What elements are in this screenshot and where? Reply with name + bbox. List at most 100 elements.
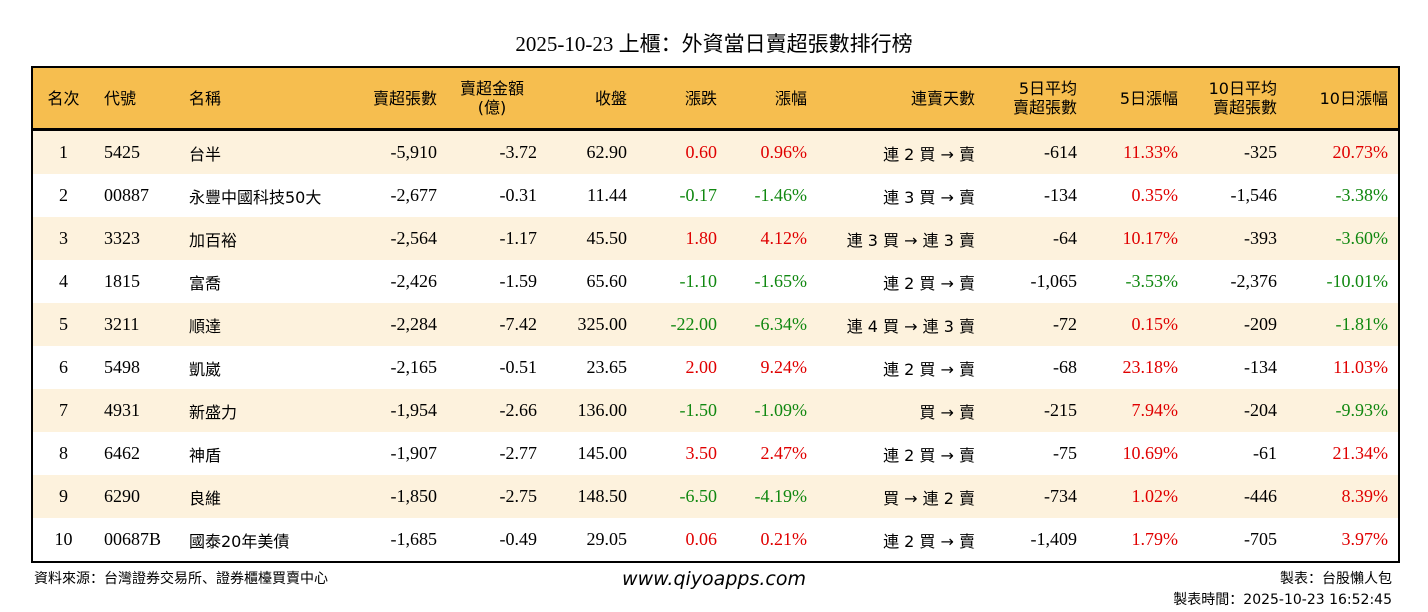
cell-streak: 連 2 買 → 賣: [883, 445, 975, 465]
table-row: 4 1815 富喬 -2,426 -1.59 65.60 -1.10 -1.65% 連 2 買 …: [32, 260, 1399, 303]
cell-change-pct: 0.21%: [760, 529, 808, 549]
cell-close: 29.05: [586, 529, 628, 549]
cell-net-sell-amount: -7.42: [447, 303, 547, 346]
cell-avg10-volume: -705: [1244, 529, 1277, 549]
cell-change: -0.17: [679, 185, 718, 205]
cell-rank: 5: [32, 303, 94, 346]
cell-net-sell-amount: -2.77: [499, 443, 538, 463]
cell-code: 5498: [104, 357, 140, 377]
cell-change: -22.00: [637, 303, 727, 346]
header-close: 收盤: [547, 67, 637, 131]
cell-pct10: 21.34%: [1332, 443, 1389, 463]
cell-net-sell-amount: -2.75: [447, 475, 547, 518]
cell-name: 凱崴: [189, 359, 222, 379]
header-change: 漲跌: [637, 67, 727, 131]
cell-change-pct: -1.46%: [754, 185, 808, 205]
ranking-table: 名次 代號 名稱 賣超張數 賣超金額 (億) 收盤 漲跌 漲幅 連賣天數 5日平均 賣超張數 5日漲…: [31, 66, 1400, 563]
data-source: 資料來源：台灣證券交易所、證券櫃檯買賣中心: [34, 571, 328, 587]
cell-avg5-volume: -72: [985, 303, 1087, 346]
cell-rank: 7: [32, 389, 94, 432]
cell-net-sell-volume: -2,284: [349, 303, 447, 346]
cell-rank: 9: [32, 475, 94, 518]
table-row: 10 00687B 國泰20年美債 -1,685 -0.49 29.05 0.06 0.21%…: [32, 518, 1399, 562]
cell-code: 6290: [94, 475, 179, 518]
table-row: 2 00887 永豐中國科技50大 -2,677 -0.31 11.44 -0.17 -1.4…: [32, 174, 1399, 217]
cell-rank: 10: [54, 529, 73, 549]
cell-net-sell-amount: -1.59: [499, 271, 538, 291]
cell-pct5: 7.94%: [1087, 389, 1188, 432]
cell-code: 3323: [94, 217, 179, 260]
cell-name: 國泰20年美債: [189, 531, 290, 551]
cell-avg10-volume: -393: [1188, 217, 1287, 260]
cell-pct10: 11.03%: [1333, 357, 1388, 377]
cell-name: 永豐中國科技50大: [189, 187, 322, 207]
cell-pct10: -9.93%: [1287, 389, 1399, 432]
cell-change: -1.10: [679, 271, 718, 291]
cell-code: 00887: [104, 185, 149, 205]
cell-pct5: 10.17%: [1087, 217, 1188, 260]
cell-change-pct: -1.09%: [727, 389, 817, 432]
cell-net-sell-volume: -1,685: [390, 529, 438, 549]
cell-change: 2.00: [685, 357, 718, 377]
table-row: 1 5425 台半 -5,910 -3.72 62.90 0.60 0.96% 連 2 買 → …: [32, 129, 1399, 174]
cell-pct10: 20.73%: [1287, 129, 1399, 174]
header-pct10: 10日漲幅: [1287, 67, 1399, 131]
cell-pct5: 1.79%: [1131, 529, 1179, 549]
header-code: 代號: [94, 67, 179, 131]
cell-code: 5425: [94, 129, 179, 174]
cell-pct5: -3.53%: [1125, 271, 1179, 291]
cell-rank: 8: [59, 443, 68, 463]
cell-close: 148.50: [547, 475, 637, 518]
cell-pct5: 11.33%: [1087, 129, 1188, 174]
table-row: 3 3323 加百裕 -2,564 -1.17 45.50 1.80 4.12% 連 3 買 →…: [32, 217, 1399, 260]
cell-avg5-volume: -134: [1044, 185, 1077, 205]
cell-net-sell-volume: -1,907: [390, 443, 438, 463]
cell-change-pct: -1.65%: [754, 271, 808, 291]
cell-close: 145.00: [577, 443, 628, 463]
cell-pct10: 3.97%: [1341, 529, 1389, 549]
cell-streak: 連 2 買 → 賣: [817, 129, 985, 174]
cell-net-sell-volume: -5,910: [349, 129, 447, 174]
cell-avg10-volume: -325: [1188, 129, 1287, 174]
cell-streak: 買 → 連 2 賣: [817, 475, 985, 518]
cell-avg10-volume: -1,546: [1230, 185, 1278, 205]
cell-change: -6.50: [637, 475, 727, 518]
cell-avg5-volume: -68: [1053, 357, 1077, 377]
cell-net-sell-amount: -2.66: [447, 389, 547, 432]
cell-change-pct: 4.12%: [727, 217, 817, 260]
cell-change: 3.50: [685, 443, 718, 463]
cell-avg10-volume: -61: [1253, 443, 1277, 463]
cell-change: 0.06: [685, 529, 718, 549]
cell-net-sell-volume: -2,165: [390, 357, 438, 377]
cell-code: 4931: [94, 389, 179, 432]
cell-net-sell-volume: -2,564: [349, 217, 447, 260]
cell-change: 1.80: [637, 217, 727, 260]
header-avg5-volume: 5日平均 賣超張數: [985, 67, 1087, 131]
cell-rank: 2: [59, 185, 68, 205]
cell-name: 順達: [179, 303, 349, 346]
header-net-sell-volume: 賣超張數: [349, 67, 447, 131]
page-title: 2025-10-23 上櫃：外資當日賣超張數排行榜: [515, 32, 913, 56]
cell-change-pct: 9.24%: [760, 357, 808, 377]
cell-name: 良維: [179, 475, 349, 518]
cell-net-sell-amount: -1.17: [447, 217, 547, 260]
cell-change: -1.50: [637, 389, 727, 432]
cell-avg5-volume: -64: [985, 217, 1087, 260]
cell-net-sell-amount: -3.72: [447, 129, 547, 174]
author: 製表：台股懶人包: [1280, 571, 1392, 587]
cell-pct5: 0.35%: [1131, 185, 1179, 205]
cell-pct5: 10.69%: [1122, 443, 1179, 463]
cell-pct10: -3.38%: [1335, 185, 1389, 205]
cell-name: 加百裕: [179, 217, 349, 260]
cell-close: 45.50: [547, 217, 637, 260]
cell-avg10-volume: -2,376: [1230, 271, 1278, 291]
cell-streak: 連 2 買 → 賣: [883, 531, 975, 551]
table-row: 8 6462 神盾 -1,907 -2.77 145.00 3.50 2.47% 連 2 買 →…: [32, 432, 1399, 475]
cell-change-pct: 2.47%: [760, 443, 808, 463]
header-net-sell-amount: 賣超金額 (億): [447, 67, 547, 131]
cell-name: 富喬: [189, 273, 222, 293]
cell-avg10-volume: -209: [1188, 303, 1287, 346]
website-link[interactable]: www.qiyoapps.com: [622, 568, 806, 590]
cell-net-sell-amount: -0.49: [499, 529, 538, 549]
cell-streak: 連 2 買 → 賣: [883, 359, 975, 379]
